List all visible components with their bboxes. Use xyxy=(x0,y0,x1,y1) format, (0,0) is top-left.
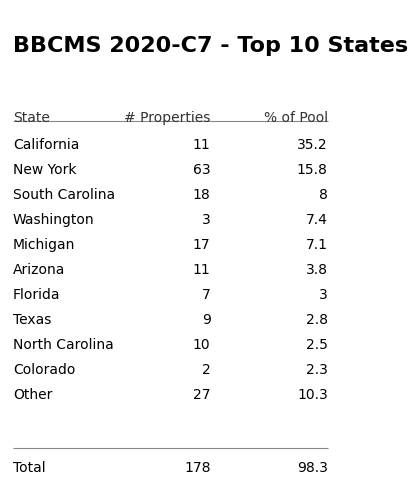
Text: Texas: Texas xyxy=(13,313,51,327)
Text: 18: 18 xyxy=(193,187,210,202)
Text: California: California xyxy=(13,138,79,151)
Text: Total: Total xyxy=(13,461,45,475)
Text: New York: New York xyxy=(13,163,76,177)
Text: Arizona: Arizona xyxy=(13,263,65,277)
Text: 2: 2 xyxy=(202,363,210,377)
Text: Other: Other xyxy=(13,388,52,402)
Text: 3.8: 3.8 xyxy=(306,263,328,277)
Text: Michigan: Michigan xyxy=(13,238,75,252)
Text: North Carolina: North Carolina xyxy=(13,338,113,352)
Text: 7.4: 7.4 xyxy=(306,213,328,226)
Text: 10.3: 10.3 xyxy=(297,388,328,402)
Text: 63: 63 xyxy=(193,163,210,177)
Text: Washington: Washington xyxy=(13,213,94,226)
Text: 7: 7 xyxy=(202,288,210,302)
Text: 9: 9 xyxy=(202,313,210,327)
Text: % of Pool: % of Pool xyxy=(264,111,328,125)
Text: 3: 3 xyxy=(202,213,210,226)
Text: 17: 17 xyxy=(193,238,210,252)
Text: 2.8: 2.8 xyxy=(306,313,328,327)
Text: 98.3: 98.3 xyxy=(297,461,328,475)
Text: South Carolina: South Carolina xyxy=(13,187,115,202)
Text: 7.1: 7.1 xyxy=(306,238,328,252)
Text: State: State xyxy=(13,111,50,125)
Text: 8: 8 xyxy=(319,187,328,202)
Text: 15.8: 15.8 xyxy=(297,163,328,177)
Text: Florida: Florida xyxy=(13,288,60,302)
Text: 27: 27 xyxy=(193,388,210,402)
Text: 11: 11 xyxy=(193,138,210,151)
Text: 178: 178 xyxy=(184,461,210,475)
Text: BBCMS 2020-C7 - Top 10 States: BBCMS 2020-C7 - Top 10 States xyxy=(13,37,408,56)
Text: 2.3: 2.3 xyxy=(306,363,328,377)
Text: 35.2: 35.2 xyxy=(297,138,328,151)
Text: 11: 11 xyxy=(193,263,210,277)
Text: Colorado: Colorado xyxy=(13,363,75,377)
Text: # Properties: # Properties xyxy=(124,111,210,125)
Text: 10: 10 xyxy=(193,338,210,352)
Text: 2.5: 2.5 xyxy=(306,338,328,352)
Text: 3: 3 xyxy=(319,288,328,302)
